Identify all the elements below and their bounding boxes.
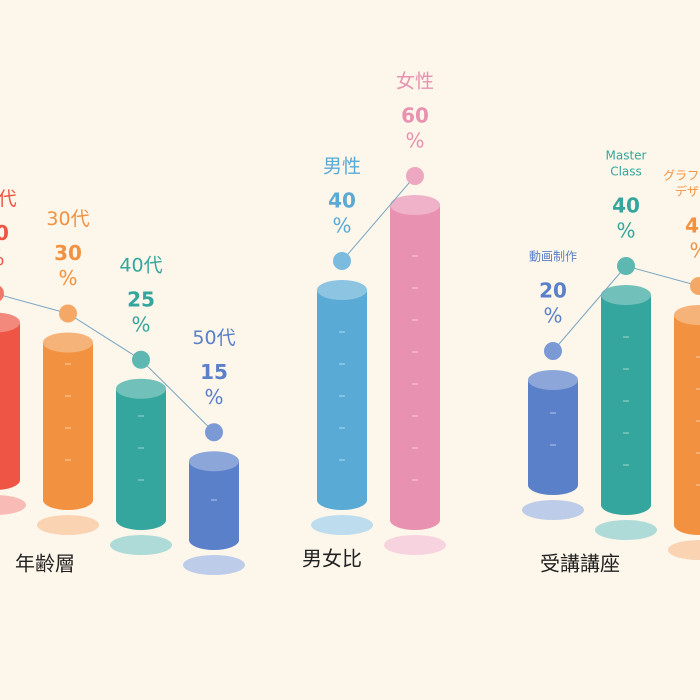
bar xyxy=(674,315,700,525)
unit-label: % xyxy=(204,385,223,409)
value-dot xyxy=(617,257,635,275)
value-dot xyxy=(0,286,4,301)
bar xyxy=(189,461,239,540)
bar-shadow xyxy=(110,535,172,555)
bar-shadow xyxy=(0,495,26,515)
value-label: 15 xyxy=(200,360,228,384)
bar xyxy=(601,295,651,505)
value-dot xyxy=(205,423,223,442)
unit-label: % xyxy=(616,219,635,243)
bar-shadow xyxy=(668,540,700,560)
category-label: 女性 xyxy=(396,71,434,93)
category-label: 30代 xyxy=(46,208,89,230)
category-label: 40代 xyxy=(119,254,162,276)
unit-label: % xyxy=(405,129,424,153)
chart-title: 男女比 xyxy=(302,547,362,571)
value-dot xyxy=(59,304,77,323)
category-label: 50代 xyxy=(192,327,235,349)
category-label: グラフィック xyxy=(663,169,700,183)
value-dot xyxy=(690,277,700,295)
value-label: 30 xyxy=(0,221,9,245)
bar-top xyxy=(674,305,700,325)
bar-shadow xyxy=(595,520,657,540)
category-label: 20代 xyxy=(0,188,17,210)
bar-top xyxy=(0,312,20,333)
category-label: デザイン xyxy=(675,184,700,199)
bar-shadow xyxy=(384,535,446,555)
bar-shadow xyxy=(37,515,99,535)
unit-label: % xyxy=(689,239,700,263)
chart-title: 受講講座 xyxy=(540,552,620,576)
bar xyxy=(528,380,578,485)
value-label: 40 xyxy=(612,194,640,218)
category-label: 男性 xyxy=(323,156,361,178)
bar xyxy=(0,322,20,480)
value-dot xyxy=(544,342,562,360)
unit-label: % xyxy=(332,214,351,238)
bar-top xyxy=(116,378,166,399)
category-label: Master xyxy=(606,149,647,163)
value-dot xyxy=(132,350,150,369)
category-label: 動画制作 xyxy=(529,250,577,264)
value-dot xyxy=(406,167,424,185)
bar-top xyxy=(317,280,367,300)
bar-shadow xyxy=(522,500,584,520)
bar-top xyxy=(390,195,440,215)
category-label: Class xyxy=(610,165,642,179)
bar-top xyxy=(528,370,578,390)
bar-shadow xyxy=(311,515,373,535)
value-label: 40 xyxy=(685,214,700,238)
unit-label: % xyxy=(543,304,562,328)
unit-label: % xyxy=(131,312,150,336)
value-label: 25 xyxy=(127,287,155,311)
unit-label: % xyxy=(0,246,5,270)
bar xyxy=(43,342,93,500)
connector-line xyxy=(341,175,416,262)
value-dot xyxy=(333,252,351,270)
unit-label: % xyxy=(58,266,77,290)
value-label: 20 xyxy=(539,279,567,303)
connector-line xyxy=(0,294,215,433)
bar xyxy=(390,205,440,520)
chart-title: 年齢層 xyxy=(15,552,75,576)
bar-top xyxy=(43,332,93,353)
value-label: 60 xyxy=(401,104,429,128)
bar-top xyxy=(189,451,239,472)
bar xyxy=(317,290,367,500)
bar xyxy=(116,388,166,520)
value-label: 30 xyxy=(54,241,82,265)
value-label: 40 xyxy=(328,189,356,213)
bar-top xyxy=(601,285,651,305)
bar-shadow xyxy=(183,555,245,575)
